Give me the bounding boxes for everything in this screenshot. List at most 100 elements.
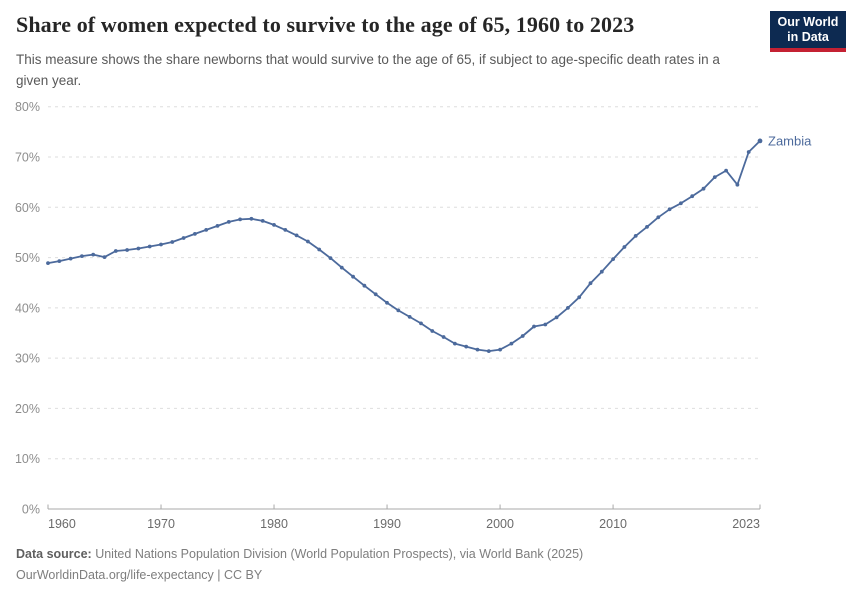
- data-point-1990[interactable]: [385, 300, 389, 305]
- data-point-1978[interactable]: [249, 216, 254, 221]
- data-point-1979[interactable]: [260, 219, 265, 223]
- data-point-1972[interactable]: [181, 236, 186, 240]
- y-axis-labels: 0% 10% 20% 30% 40% 50% 60% 70% 80%: [15, 100, 40, 516]
- data-point-2015[interactable]: [667, 207, 672, 212]
- data-point-2012[interactable]: [633, 234, 638, 238]
- data-point-2005[interactable]: [554, 315, 559, 320]
- data-point-2011[interactable]: [622, 245, 627, 249]
- y-tick-label-80: 80%: [15, 100, 40, 114]
- data-source-line: Data source: United Nations Population D…: [16, 544, 816, 565]
- data-point-1970[interactable]: [159, 242, 163, 247]
- x-tick-label-2023: 2023: [732, 517, 760, 531]
- zambia-line[interactable]: [47, 140, 761, 353]
- line-chart[interactable]: 0%10%20%30%40%50%60%70%80% 1960 1970 1980 1…: [0, 88, 850, 540]
- data-point-1971[interactable]: [170, 240, 175, 244]
- data-point-1993[interactable]: [419, 321, 423, 326]
- data-point-2021[interactable]: [735, 182, 740, 187]
- data-point-1960[interactable]: [46, 261, 50, 265]
- data-point-2022[interactable]: [746, 150, 751, 154]
- data-point-1983[interactable]: [306, 239, 310, 244]
- data-point-1989[interactable]: [373, 292, 378, 297]
- x-tick-label-1960: 1960: [48, 517, 76, 531]
- data-point-1987[interactable]: [351, 274, 355, 279]
- data-point-1974[interactable]: [204, 228, 209, 232]
- zambia-series-path[interactable]: [47, 140, 761, 353]
- data-point-1964[interactable]: [91, 252, 96, 257]
- y-tick-label-10: 10%: [15, 452, 40, 466]
- data-point-1986[interactable]: [339, 265, 344, 270]
- data-point-2009[interactable]: [599, 269, 604, 274]
- data-point-1998[interactable]: [475, 347, 480, 352]
- data-point-1995[interactable]: [441, 335, 446, 339]
- footer-link[interactable]: OurWorldinData.org/life-expectancy | CC …: [16, 568, 263, 582]
- y-tick-label-20: 20%: [15, 402, 40, 416]
- data-point-1977[interactable]: [238, 217, 243, 222]
- data-point-2000[interactable]: [498, 347, 502, 352]
- data-point-1969[interactable]: [147, 244, 152, 249]
- data-point-2002[interactable]: [520, 334, 525, 338]
- x-tick-label-2000: 2000: [486, 517, 514, 531]
- data-point-2016[interactable]: [679, 201, 683, 206]
- data-point-1984[interactable]: [317, 247, 322, 252]
- data-point-1994[interactable]: [430, 329, 435, 333]
- data-point-1985[interactable]: [328, 256, 333, 260]
- data-point-1996[interactable]: [453, 341, 457, 346]
- chart-subtitle: This measure shows the share newborns th…: [16, 52, 720, 88]
- data-point-1997[interactable]: [464, 344, 469, 349]
- data-point-2019[interactable]: [712, 175, 717, 179]
- data-point-1981[interactable]: [283, 228, 288, 232]
- data-source-text: United Nations Population Division (Worl…: [91, 547, 584, 561]
- data-point-1966[interactable]: [113, 249, 118, 253]
- data-point-1976[interactable]: [226, 220, 231, 224]
- data-point-2014[interactable]: [656, 215, 661, 220]
- x-axis-labels: 1960 1970 1980 1990 2000 2010 2023: [48, 517, 760, 531]
- y-gridlines: [48, 106, 760, 460]
- x-tick-label-1970: 1970: [147, 517, 175, 531]
- data-point-2001[interactable]: [509, 341, 514, 346]
- data-source-label: Data source:: [16, 547, 92, 561]
- owid-logo-line2: in Data: [787, 29, 829, 44]
- page-title: Share of women expected to survive to th…: [16, 12, 635, 37]
- data-point-1980[interactable]: [272, 223, 276, 227]
- data-point-2013[interactable]: [645, 225, 649, 229]
- y-tick-label-70: 70%: [15, 150, 40, 164]
- data-point-1962[interactable]: [68, 256, 73, 261]
- data-point-2018[interactable]: [701, 186, 706, 191]
- x-tick-label-1990: 1990: [373, 517, 401, 531]
- y-tick-label-50: 50%: [15, 251, 40, 265]
- owid-logo-line1: Our World: [777, 14, 839, 29]
- data-point-1968[interactable]: [136, 246, 141, 251]
- data-point-1973[interactable]: [193, 232, 197, 236]
- data-point-1965[interactable]: [102, 255, 107, 259]
- data-point-1992[interactable]: [407, 315, 412, 319]
- y-tick-label-30: 30%: [15, 352, 40, 366]
- x-tick-label-2010: 2010: [599, 517, 627, 531]
- data-point-1988[interactable]: [362, 283, 367, 288]
- series-label[interactable]: Zambia: [768, 133, 812, 148]
- y-tick-label-40: 40%: [15, 301, 40, 315]
- data-point-2020[interactable]: [724, 168, 728, 173]
- data-point-1967[interactable]: [125, 248, 129, 252]
- y-tick-label-60: 60%: [15, 201, 40, 215]
- data-point-2004[interactable]: [543, 322, 548, 327]
- chart-footer: Data source: United Nations Population D…: [16, 544, 816, 586]
- data-point-2017[interactable]: [690, 194, 695, 199]
- data-point-1975[interactable]: [215, 224, 220, 228]
- y-tick-label-0: 0%: [22, 503, 40, 517]
- data-point-1961[interactable]: [57, 259, 62, 263]
- data-point-2008[interactable]: [588, 281, 593, 286]
- data-point-2010[interactable]: [611, 257, 615, 261]
- entity-label[interactable]: Zambia: [768, 133, 812, 148]
- data-point-1963[interactable]: [80, 254, 84, 258]
- data-point-1999[interactable]: [486, 349, 491, 353]
- data-point-2023[interactable]: [757, 138, 763, 144]
- owid-logo[interactable]: Our World in Data: [770, 11, 846, 52]
- data-point-1991[interactable]: [396, 308, 401, 313]
- data-point-1982[interactable]: [294, 233, 299, 238]
- data-point-2003[interactable]: [532, 324, 536, 329]
- zambia-line-markers[interactable]: [46, 138, 763, 354]
- data-point-2006[interactable]: [566, 306, 570, 310]
- x-tick-label-1980: 1980: [260, 517, 288, 531]
- data-point-2007[interactable]: [577, 295, 582, 300]
